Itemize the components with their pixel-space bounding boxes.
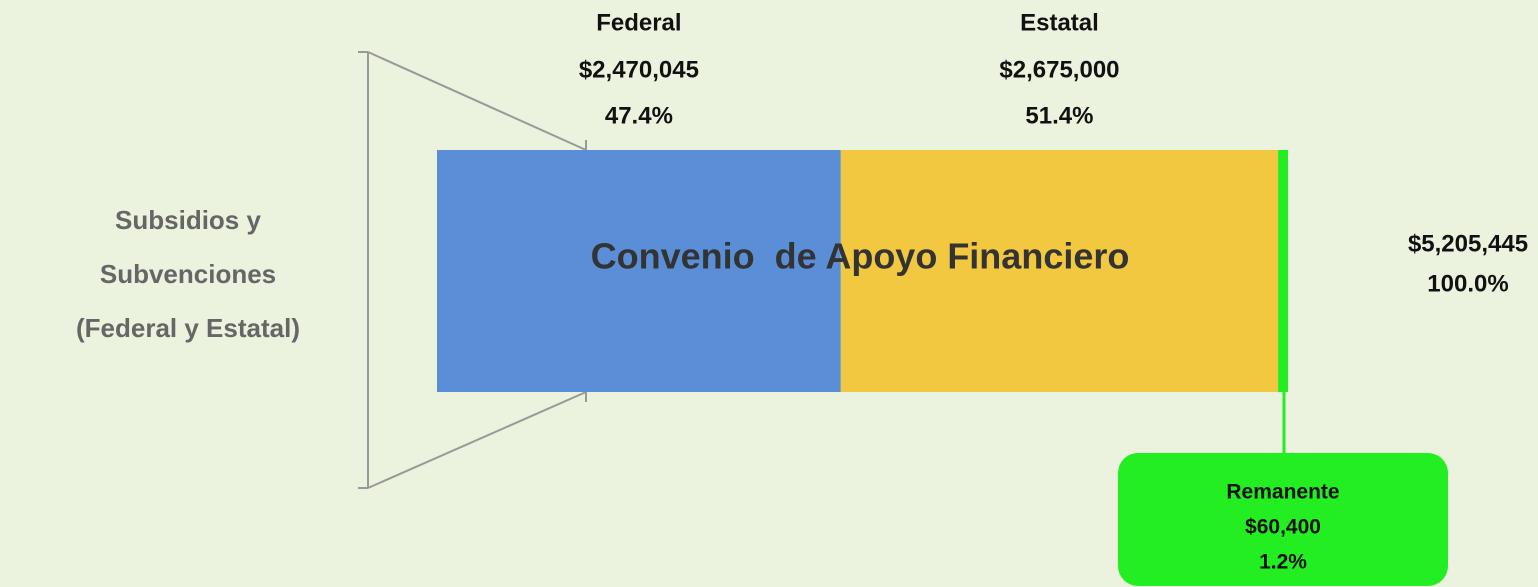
category-label: Subsidios y: [115, 205, 261, 235]
bar-segment: [840, 150, 1279, 392]
bracket-line: [367, 51, 587, 151]
series-name: Estatal: [1020, 9, 1099, 36]
bracket-line: [367, 391, 587, 489]
category-label: Subvenciones: [100, 259, 276, 289]
callout-box: [1118, 453, 1448, 586]
bar-segment: [1278, 150, 1288, 392]
percent-label: 47.4%: [605, 102, 673, 129]
series-name: Federal: [596, 9, 681, 36]
percent-label: 1.2%: [1259, 551, 1307, 574]
percent-label: 51.4%: [1025, 102, 1093, 129]
value-label: $2,470,045: [579, 56, 699, 83]
bar-segment: [437, 150, 841, 392]
category-label: (Federal y Estatal): [76, 313, 300, 343]
bracket: [358, 51, 587, 489]
value-label: $2,675,000: [999, 56, 1119, 83]
value-label: $60,400: [1245, 516, 1321, 539]
total-percent-label: 100.0%: [1427, 270, 1508, 297]
total-label: $5,205,445: [1408, 230, 1528, 257]
annotation: Convenio de Apoyo Financiero: [591, 236, 1130, 277]
series-name: Remanente: [1226, 481, 1339, 504]
